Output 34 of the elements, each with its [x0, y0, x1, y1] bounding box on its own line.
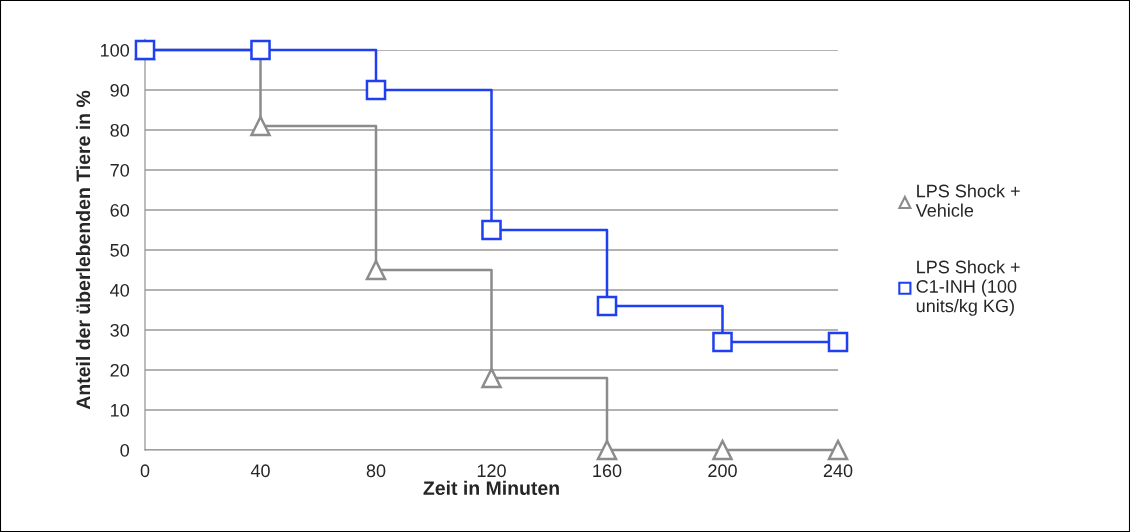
point [365, 79, 387, 101]
point [481, 219, 502, 241]
point [481, 367, 502, 389]
y-tick-label: 20 [110, 363, 130, 377]
x-tick-label: 160 [593, 464, 622, 478]
x-axis-title: Zeit in Minuten [423, 480, 559, 495]
y-tick-label: 70 [110, 163, 130, 177]
x-tick-label: 40 [250, 464, 270, 478]
point [250, 115, 271, 137]
y-tick-label: 10 [111, 403, 130, 417]
point [712, 439, 733, 461]
point [365, 259, 387, 281]
x-tick-label: 240 [823, 464, 853, 478]
y-tick-label: 30 [110, 323, 130, 337]
point [827, 439, 849, 461]
y-tick-label: 50 [110, 243, 130, 257]
point [827, 331, 849, 353]
y-axis-title: Anteil der überlebenden Tiere in % [75, 90, 91, 410]
legend-label: LPS Shock + Vehicle [915, 184, 1020, 217]
y-tick-label: 80 [110, 123, 130, 137]
point [250, 39, 271, 61]
point [596, 295, 618, 317]
point [712, 331, 733, 353]
x-tick-label: 80 [366, 464, 386, 478]
y-tick-label: 60 [110, 203, 130, 217]
y-tick-label: 90 [110, 83, 130, 97]
point [596, 439, 618, 461]
x-tick-label: 120 [477, 464, 506, 478]
legend-label: LPS Shock + C1-INH (100 units/kg KG) [916, 260, 1020, 316]
x-tick-label: 200 [708, 464, 737, 478]
y-tick-label: 40 [110, 283, 130, 297]
y-tick-label: 0 [120, 443, 130, 457]
y-tick-label: 100 [100, 43, 130, 57]
x-tick-label: 0 [140, 464, 150, 478]
